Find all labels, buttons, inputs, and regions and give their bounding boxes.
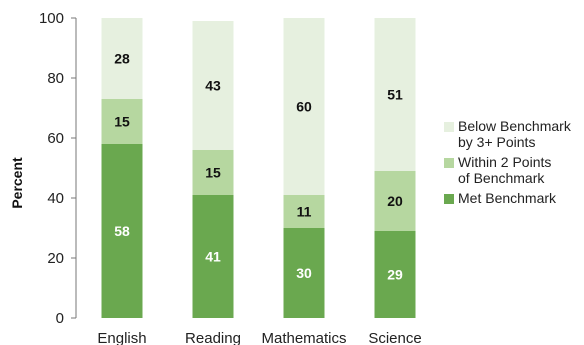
- data-label: 11: [297, 204, 312, 220]
- data-label: 43: [205, 78, 221, 94]
- bar-segment: [374, 231, 416, 318]
- y-tick-label: 40: [47, 190, 64, 207]
- y-tick-label: 20: [47, 250, 64, 267]
- data-label: 60: [296, 99, 312, 115]
- data-label: 15: [114, 114, 130, 130]
- legend-swatch: [444, 158, 454, 168]
- axis-layer: 0 20 40 60 80 100 English Reading Mathematics Sci…: [39, 10, 422, 345]
- x-tick-label: Mathematics: [261, 330, 346, 345]
- bar-segment: [101, 18, 143, 99]
- x-tick-label: Reading: [185, 330, 241, 345]
- bar-segment: [283, 228, 325, 318]
- data-label: 51: [387, 87, 403, 103]
- data-label: 30: [296, 265, 312, 281]
- bar-segment: [283, 195, 325, 228]
- legend-label: of Benchmark: [458, 170, 545, 186]
- y-axis-label: Percent: [9, 157, 25, 209]
- y-tick-label: 60: [47, 130, 64, 147]
- bar-segment: [374, 18, 416, 171]
- y-tick-label: 80: [47, 70, 64, 87]
- data-label: 58: [114, 223, 130, 239]
- bar-segment: [101, 99, 143, 144]
- bar-segment: [192, 150, 234, 195]
- data-label: 20: [387, 193, 403, 209]
- data-label: 15: [205, 165, 221, 181]
- data-label: 28: [114, 51, 130, 67]
- bar-segment: [192, 195, 234, 318]
- data-labels-layer: 58 15 28 41 15 43 30 11 60 29 20 51: [114, 51, 403, 283]
- legend-label: Met Benchmark: [458, 190, 557, 206]
- bars-layer: [101, 18, 416, 318]
- legend-swatch: [444, 194, 454, 204]
- bar-segment: [283, 18, 325, 195]
- bar-segment: [192, 21, 234, 150]
- bar-segment: [374, 171, 416, 231]
- data-label: 41: [205, 249, 221, 265]
- legend-swatch: [444, 122, 454, 132]
- x-tick-label: Science: [368, 330, 421, 345]
- legend-label: by 3+ Points: [458, 134, 535, 150]
- y-tick-label: 100: [39, 10, 64, 27]
- data-label: 29: [387, 267, 403, 283]
- legend-label: Below Benchmark: [458, 118, 572, 134]
- y-tick-label: 0: [56, 310, 64, 327]
- bar-segment: [101, 144, 143, 318]
- legend-label: Within 2 Points: [458, 154, 551, 170]
- x-tick-label: English: [97, 330, 146, 345]
